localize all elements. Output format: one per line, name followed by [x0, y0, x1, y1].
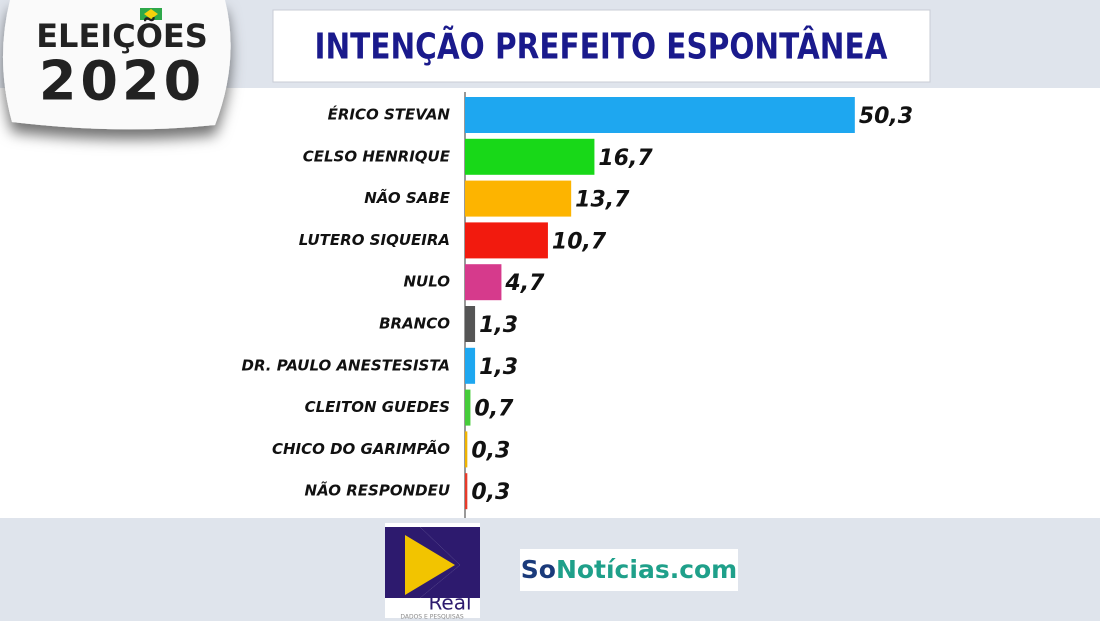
real-logo-triangle [405, 535, 455, 595]
bar [465, 97, 855, 133]
bar [465, 180, 572, 217]
category-label: ÉRICO STEVAN [328, 105, 451, 124]
value-label: 0,3 [471, 480, 510, 505]
category-label: NULO [403, 273, 450, 291]
value-label: 16,7 [598, 146, 653, 171]
bar [465, 389, 471, 426]
site-prefix: So [521, 555, 556, 584]
value-label: 10,7 [552, 229, 607, 254]
real-tagline: DADOS E PESQUISAS [400, 614, 464, 621]
category-label: LUTERO SIQUEIRA [299, 231, 450, 249]
bar [465, 306, 476, 342]
category-label: CHICO DO GARIMPÃO [272, 439, 450, 458]
bar [465, 347, 476, 384]
real-name: Real [428, 591, 471, 615]
category-label: BRANCO [379, 315, 450, 333]
value-label: 50,3 [859, 104, 913, 129]
value-label: 13,7 [575, 188, 630, 213]
title-box [272, 9, 931, 83]
badge-bottom: 2020 [39, 50, 205, 113]
chart-title: INTENÇÃO PREFEITO ESPONTÂNEA [315, 23, 888, 67]
badge-top: ELEIÇÕES [36, 16, 208, 55]
election-badge: ELEIÇÕES 2020 [2, 0, 231, 130]
category-label: CLEITON GUEDES [305, 398, 450, 416]
real-logo: Real DADOS E PESQUISAS [385, 523, 480, 621]
badge-shape [2, 0, 231, 130]
site-suffix: Notícias.com [556, 555, 737, 584]
site-name: SoNotícias.com [521, 555, 738, 584]
category-label: DR. PAULO ANESTESISTA [242, 356, 450, 374]
value-label: 1,3 [479, 355, 518, 380]
bar [465, 431, 468, 468]
value-label: 4,7 [504, 271, 545, 296]
bar [465, 222, 548, 259]
bar [465, 473, 468, 510]
bar [465, 264, 502, 301]
category-label: NÃO RESPONDEU [305, 481, 450, 500]
real-logo-right [420, 527, 480, 598]
site-box [520, 549, 738, 591]
category-label: NÃO SABE [364, 188, 451, 207]
bar [465, 138, 595, 175]
category-label: CELSO HENRIQUE [303, 147, 451, 165]
value-label: 1,3 [479, 313, 518, 338]
badge-flag-diamond [144, 9, 158, 19]
value-label: 0,3 [471, 438, 510, 463]
value-label: 0,7 [474, 397, 514, 422]
